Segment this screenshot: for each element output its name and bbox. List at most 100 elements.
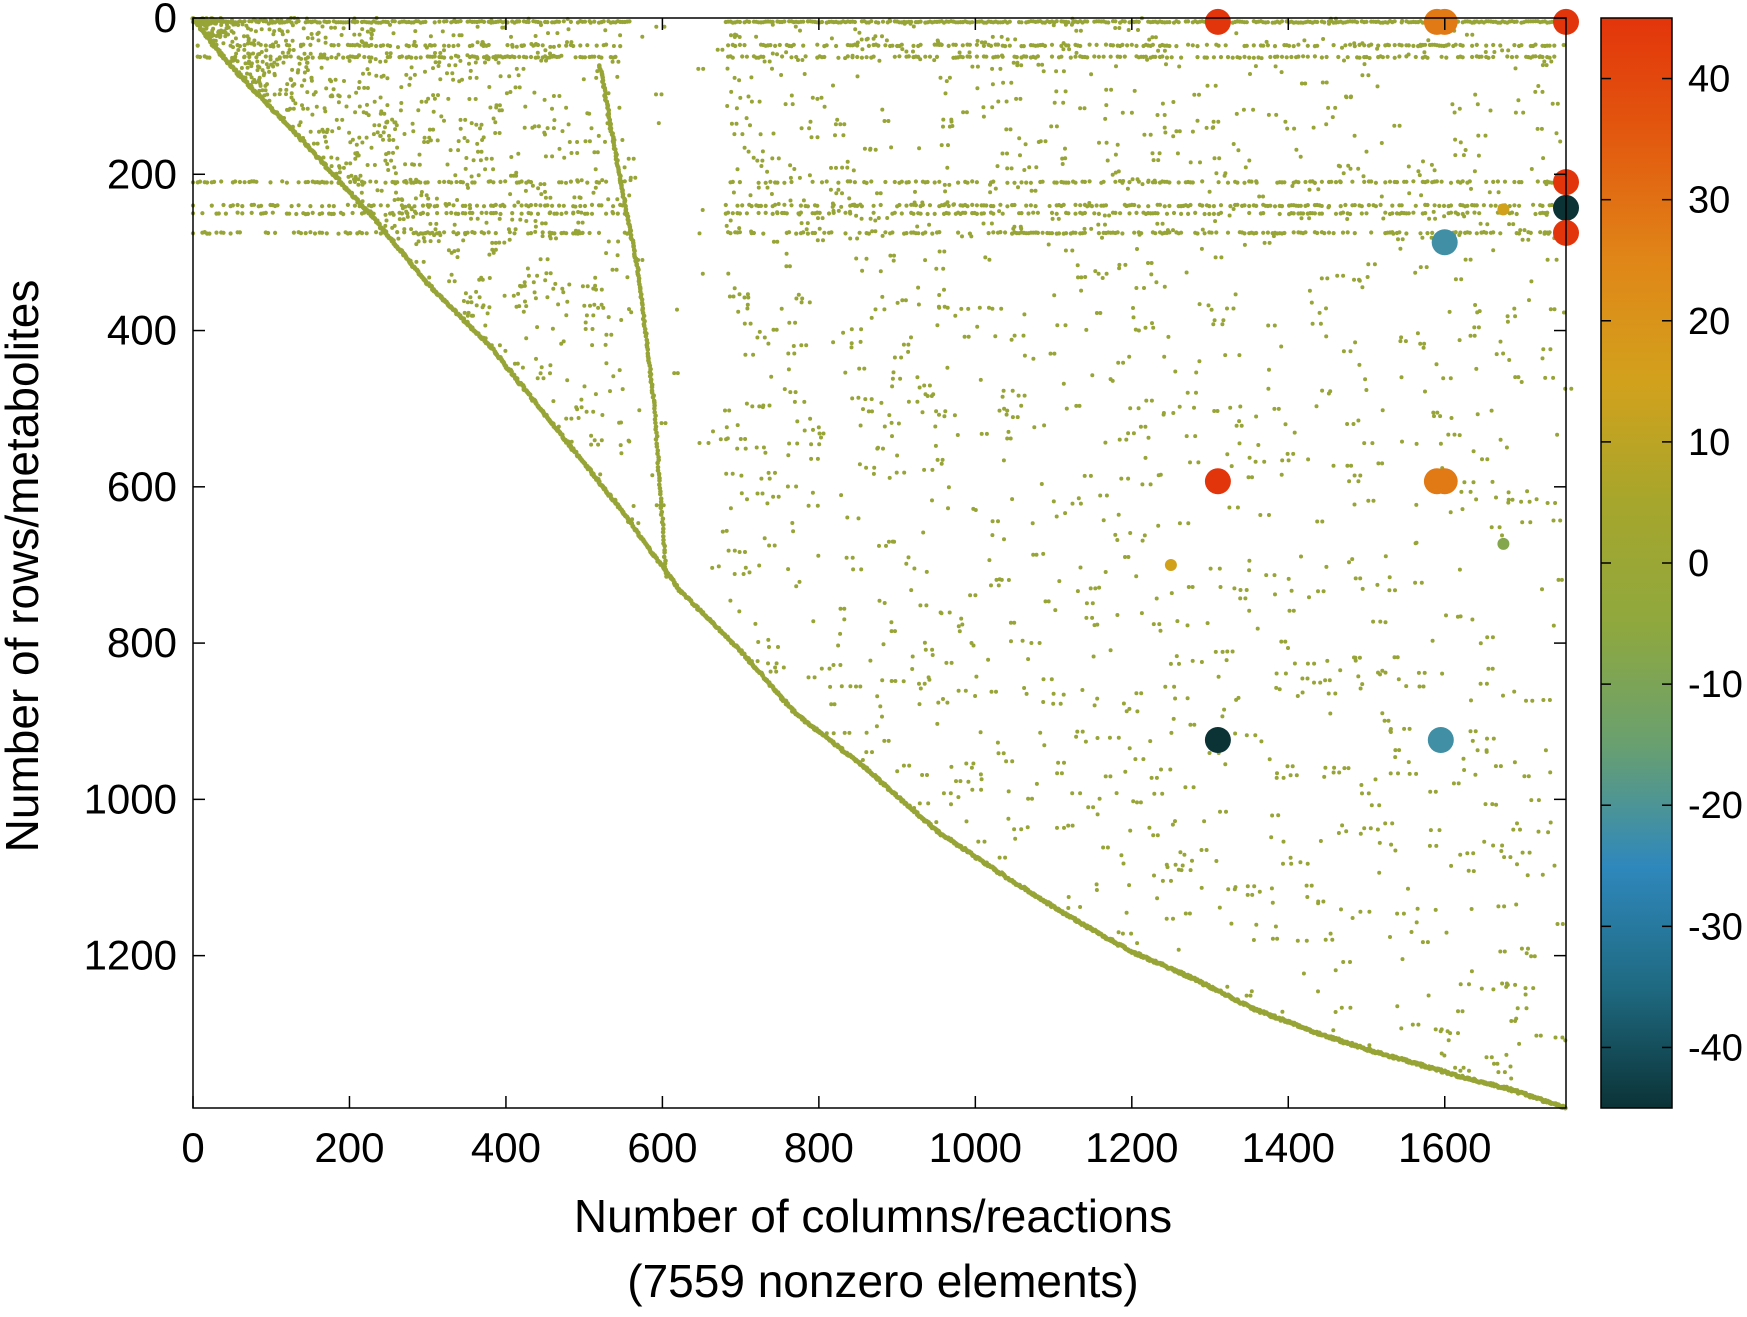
nonzero-dot bbox=[308, 230, 313, 235]
nonzero-dot bbox=[1359, 211, 1364, 216]
nonzero-dot bbox=[1373, 180, 1378, 185]
nonzero-dot bbox=[1110, 43, 1116, 48]
nonzero-dot bbox=[1007, 19, 1012, 24]
nonzero-dot bbox=[456, 43, 461, 48]
nonzero-dot bbox=[1345, 230, 1350, 235]
nonzero-dot bbox=[858, 202, 863, 207]
nonzero-dot bbox=[375, 218, 380, 223]
nonzero-dot bbox=[336, 231, 341, 236]
nonzero-dot bbox=[1301, 54, 1306, 59]
nonzero-dot bbox=[479, 210, 484, 215]
nonzero-dot bbox=[875, 694, 880, 699]
nonzero-dot bbox=[1471, 869, 1476, 874]
nonzero-dot bbox=[930, 231, 935, 236]
nonzero-dot bbox=[1114, 791, 1119, 796]
nonzero-dot bbox=[1082, 179, 1087, 184]
nonzero-dot bbox=[993, 334, 998, 339]
nonzero-dot bbox=[1343, 202, 1348, 208]
nonzero-dot bbox=[1551, 375, 1556, 380]
nonzero-dot bbox=[1152, 873, 1156, 878]
nonzero-dot bbox=[431, 127, 436, 132]
nonzero-dot bbox=[1254, 203, 1259, 208]
nonzero-dot bbox=[1536, 798, 1541, 803]
nonzero-dot bbox=[960, 55, 965, 60]
nonzero-dot bbox=[589, 442, 594, 447]
nonzero-dot bbox=[1234, 31, 1239, 36]
nonzero-dot bbox=[331, 204, 336, 209]
nonzero-dot bbox=[243, 75, 248, 80]
nonzero-dot bbox=[341, 55, 346, 60]
nonzero-dot bbox=[1018, 153, 1022, 158]
nonzero-dot bbox=[1372, 262, 1377, 267]
nonzero-dot bbox=[1457, 567, 1462, 572]
nonzero-dot bbox=[1115, 538, 1120, 542]
nonzero-dot bbox=[1397, 54, 1402, 59]
nonzero-dot bbox=[268, 180, 273, 185]
nonzero-dot bbox=[1368, 826, 1373, 831]
nonzero-dot bbox=[420, 203, 426, 208]
nonzero-dot bbox=[973, 508, 978, 512]
nonzero-dot bbox=[878, 191, 883, 196]
nonzero-dot bbox=[982, 839, 987, 844]
nonzero-dot bbox=[991, 230, 996, 235]
nonzero-dot bbox=[1333, 1010, 1338, 1014]
nonzero-dot bbox=[1494, 352, 1499, 357]
nonzero-dot bbox=[394, 190, 398, 195]
nonzero-dot bbox=[1561, 42, 1566, 48]
nonzero-dot bbox=[1149, 398, 1154, 403]
nonzero-dot bbox=[301, 136, 306, 140]
nonzero-dot bbox=[1005, 436, 1010, 441]
nonzero-dot bbox=[1113, 19, 1118, 24]
nonzero-dot bbox=[1225, 649, 1230, 654]
nonzero-dot bbox=[932, 180, 937, 185]
nonzero-dot bbox=[1461, 1065, 1466, 1070]
nonzero-dot bbox=[1054, 514, 1059, 519]
nonzero-dot bbox=[1474, 231, 1479, 236]
nonzero-dot bbox=[1250, 475, 1254, 480]
nonzero-dot bbox=[568, 19, 574, 24]
nonzero-dot bbox=[1253, 64, 1258, 69]
nonzero-dot bbox=[1113, 152, 1118, 157]
nonzero-dot bbox=[596, 442, 601, 447]
nonzero-dot bbox=[1448, 203, 1454, 208]
nonzero-dot bbox=[987, 558, 992, 563]
nonzero-dot bbox=[1179, 55, 1184, 60]
nonzero-dot bbox=[836, 55, 841, 60]
nonzero-dot bbox=[448, 148, 453, 153]
nonzero-dot bbox=[1399, 1026, 1404, 1031]
nonzero-dot bbox=[856, 516, 861, 521]
nonzero-dot bbox=[925, 179, 930, 185]
nonzero-dot bbox=[882, 738, 887, 743]
nonzero-dot bbox=[1004, 759, 1009, 764]
nonzero-dot bbox=[1427, 216, 1432, 221]
nonzero-dot bbox=[543, 189, 547, 194]
nonzero-dot bbox=[1104, 87, 1109, 92]
nonzero-dot bbox=[1331, 1028, 1336, 1033]
nonzero-dot bbox=[1552, 43, 1557, 48]
nonzero-dot bbox=[1528, 230, 1533, 235]
nonzero-dot bbox=[475, 141, 480, 146]
nonzero-dot bbox=[782, 202, 787, 207]
nonzero-dot bbox=[207, 55, 212, 60]
nonzero-dot bbox=[1535, 179, 1540, 184]
nonzero-dot bbox=[485, 311, 490, 316]
nonzero-dot bbox=[615, 74, 620, 79]
nonzero-dot bbox=[969, 234, 974, 239]
nonzero-dot bbox=[1423, 211, 1428, 216]
nonzero-dot bbox=[816, 216, 820, 221]
nonzero-dot bbox=[1416, 1022, 1421, 1027]
nonzero-dot bbox=[437, 179, 442, 185]
nonzero-dot bbox=[1164, 211, 1170, 216]
nonzero-dot bbox=[946, 211, 951, 216]
nonzero-dot bbox=[472, 230, 477, 235]
nonzero-dot bbox=[1448, 210, 1454, 215]
nonzero-dot bbox=[592, 438, 597, 443]
nonzero-dot bbox=[1131, 315, 1136, 320]
nonzero-dot bbox=[791, 42, 796, 47]
nonzero-dot bbox=[224, 58, 229, 63]
nonzero-dot bbox=[1340, 230, 1346, 235]
nonzero-dot bbox=[1021, 333, 1026, 338]
nonzero-dot bbox=[1433, 1027, 1438, 1032]
nonzero-dot bbox=[984, 203, 989, 208]
nonzero-dot bbox=[897, 54, 902, 59]
